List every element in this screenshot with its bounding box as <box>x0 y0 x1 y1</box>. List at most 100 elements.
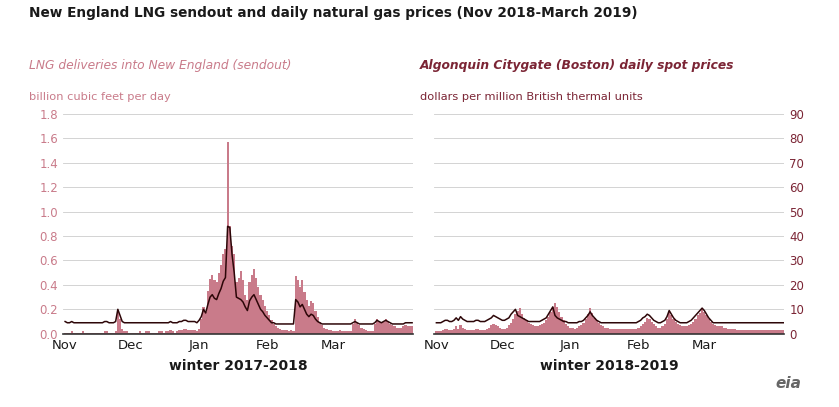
Bar <box>95 333 97 334</box>
Bar <box>69 333 70 334</box>
Bar <box>685 326 688 334</box>
Bar <box>585 319 586 334</box>
Bar <box>479 330 482 334</box>
Bar <box>453 329 455 334</box>
Bar <box>444 329 446 334</box>
Bar <box>198 329 201 334</box>
Bar <box>600 325 602 334</box>
Bar <box>205 312 206 334</box>
Bar <box>216 282 218 334</box>
Bar <box>163 333 165 334</box>
Bar <box>482 330 483 334</box>
Bar <box>567 326 569 334</box>
Bar <box>514 314 517 334</box>
Bar <box>66 333 69 334</box>
Text: New England LNG sendout and daily natural gas prices (Nov 2018-March 2019): New England LNG sendout and daily natura… <box>29 6 638 20</box>
Bar <box>574 329 576 334</box>
Bar <box>183 329 185 334</box>
Bar <box>299 287 301 334</box>
Bar <box>539 325 540 334</box>
Bar <box>536 326 539 334</box>
Bar <box>684 326 685 334</box>
Bar <box>690 324 692 334</box>
Bar <box>134 333 137 334</box>
Bar <box>372 331 373 334</box>
Bar <box>589 308 591 334</box>
Bar <box>304 292 305 334</box>
Bar <box>565 324 567 334</box>
Bar <box>123 331 126 334</box>
Bar <box>308 306 310 334</box>
Bar <box>540 324 543 334</box>
Bar <box>294 276 297 334</box>
Bar <box>270 320 273 334</box>
Bar <box>185 329 187 334</box>
Bar <box>466 330 468 334</box>
Bar <box>554 303 556 334</box>
Bar <box>490 325 492 334</box>
Bar <box>753 330 756 334</box>
Bar <box>723 328 725 334</box>
Bar <box>358 325 361 334</box>
Bar <box>508 325 510 334</box>
Bar <box>190 330 191 334</box>
Bar <box>556 307 558 334</box>
Bar <box>247 300 248 334</box>
Bar <box>581 325 582 334</box>
Bar <box>365 330 367 334</box>
Bar <box>586 314 589 334</box>
Bar <box>64 333 66 334</box>
Bar <box>732 329 734 334</box>
Bar <box>464 329 466 334</box>
Bar <box>330 330 332 334</box>
Bar <box>706 315 707 334</box>
Bar <box>323 328 326 334</box>
Text: eia: eia <box>775 376 801 391</box>
Bar <box>734 329 736 334</box>
Bar <box>524 318 525 334</box>
Bar <box>631 329 633 334</box>
Bar <box>499 328 501 334</box>
Bar <box>316 317 319 334</box>
Bar <box>725 328 727 334</box>
Bar <box>281 330 284 334</box>
Bar <box>440 331 442 334</box>
Bar <box>776 330 778 334</box>
Bar <box>497 326 499 334</box>
Bar <box>178 330 180 334</box>
Bar <box>736 330 738 334</box>
Bar <box>613 329 615 334</box>
Bar <box>488 328 490 334</box>
Bar <box>628 329 631 334</box>
Bar <box>547 317 550 334</box>
Bar <box>477 329 479 334</box>
Bar <box>106 331 108 334</box>
Bar <box>661 326 664 334</box>
Bar <box>646 318 649 334</box>
Bar <box>130 333 132 334</box>
Bar <box>471 330 472 334</box>
Bar <box>618 329 620 334</box>
Bar <box>664 324 666 334</box>
Bar <box>73 333 75 334</box>
Bar <box>191 330 194 334</box>
Bar <box>396 328 398 334</box>
Bar <box>749 330 752 334</box>
Bar <box>712 324 714 334</box>
Bar <box>681 326 684 334</box>
Bar <box>350 331 352 334</box>
Bar <box>495 325 497 334</box>
Bar <box>145 331 148 334</box>
Bar <box>380 323 383 334</box>
Bar <box>519 308 521 334</box>
Bar <box>286 330 288 334</box>
Bar <box>367 331 369 334</box>
Bar <box>512 319 514 334</box>
Bar <box>384 319 387 334</box>
Bar <box>525 320 528 334</box>
Bar <box>695 319 696 334</box>
Bar <box>483 330 486 334</box>
Bar <box>446 329 449 334</box>
Bar <box>756 330 758 334</box>
Bar <box>373 324 376 334</box>
